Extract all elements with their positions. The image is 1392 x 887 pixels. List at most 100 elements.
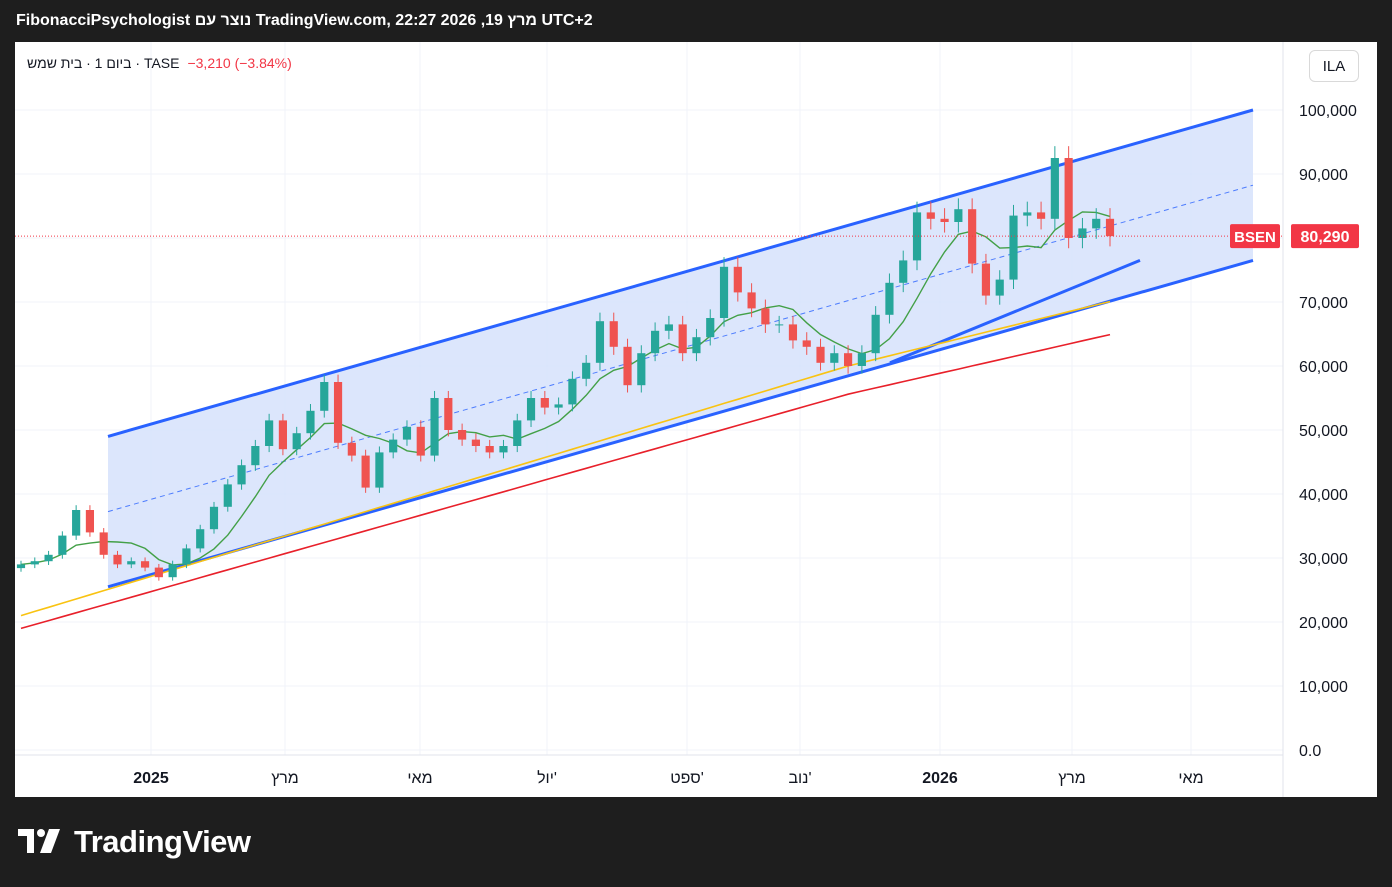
candle-body bbox=[154, 567, 163, 578]
chart-panel[interactable]: 100,00090,00080,00070,00060,00050,00040,… bbox=[15, 42, 1377, 797]
candle-body bbox=[664, 324, 673, 331]
tradingview-brand: TradingView bbox=[74, 824, 251, 859]
candle-body bbox=[1009, 215, 1018, 280]
candle-body bbox=[912, 212, 922, 261]
candle-body bbox=[44, 554, 53, 562]
time-tick-label: מרץ bbox=[271, 770, 299, 787]
chart-title: FibonacciPsychologist נוצר עם TradingVie… bbox=[16, 12, 593, 29]
candle-body bbox=[788, 324, 798, 341]
symbol-tag bbox=[1230, 224, 1280, 249]
candle-body bbox=[761, 308, 770, 325]
candle-body bbox=[168, 564, 177, 578]
candle-body bbox=[981, 263, 991, 296]
candle-body bbox=[499, 446, 508, 453]
candle-body bbox=[830, 353, 839, 363]
price-tick-label: 20,000 bbox=[1299, 615, 1348, 632]
candle-body bbox=[292, 433, 301, 450]
candle-body bbox=[595, 321, 605, 363]
candle-body bbox=[58, 535, 67, 555]
time-tick-label: נוב' bbox=[788, 770, 811, 787]
candle-body bbox=[30, 561, 39, 565]
candle-body bbox=[706, 318, 715, 338]
moving-average-yellow bbox=[20, 300, 1111, 617]
candle-body bbox=[72, 510, 81, 536]
candle-body bbox=[444, 398, 453, 430]
candle-body bbox=[265, 420, 274, 446]
candle-body bbox=[416, 426, 425, 456]
candle-body bbox=[140, 561, 150, 568]
candle-body bbox=[926, 212, 935, 219]
candle-body bbox=[526, 398, 536, 421]
candle-body bbox=[995, 279, 1004, 296]
price-tick-label: 10,000 bbox=[1299, 679, 1348, 696]
moving-average-red bbox=[20, 333, 1111, 630]
price-tick-label: 40,000 bbox=[1299, 487, 1348, 504]
time-tick-label: מאי bbox=[1178, 770, 1203, 787]
last-price-tag bbox=[1291, 224, 1359, 249]
price-tick-label: 90,000 bbox=[1299, 167, 1348, 184]
candle-body bbox=[333, 382, 343, 443]
candle-body bbox=[251, 446, 260, 466]
symbol-tag-label: BSEN bbox=[1234, 229, 1276, 246]
time-tick-label: יול' bbox=[537, 769, 557, 787]
candle-body bbox=[733, 266, 742, 293]
candle-body bbox=[223, 484, 232, 507]
tradingview-logo[interactable]: TradingView bbox=[18, 823, 251, 859]
moving-average-green bbox=[20, 211, 1111, 566]
time-tick-label: 2025 bbox=[133, 770, 169, 787]
candle-body bbox=[430, 398, 439, 456]
candle-body bbox=[1050, 158, 1059, 219]
candle-body bbox=[678, 324, 687, 354]
candle-body bbox=[1036, 212, 1046, 219]
time-tick-label: 2026 bbox=[922, 770, 958, 787]
candle-body bbox=[513, 420, 522, 446]
candle-body bbox=[747, 292, 756, 309]
tradingview-logo-icon bbox=[18, 829, 60, 853]
symbol-legend: ביום 1 · בית שמש · TASE −3,210 (−3.84%) bbox=[27, 55, 292, 71]
candle-body bbox=[609, 321, 618, 347]
candle-body bbox=[237, 465, 246, 485]
candle-body bbox=[1078, 228, 1087, 238]
channel-upper-line bbox=[107, 108, 1254, 438]
price-tick-label: 50,000 bbox=[1299, 423, 1348, 440]
candle-body bbox=[857, 353, 866, 366]
candle-body bbox=[127, 561, 136, 565]
candle-body bbox=[320, 382, 329, 411]
price-tick-label: 70,000 bbox=[1299, 295, 1348, 312]
candle-body bbox=[802, 340, 811, 347]
last-price-tag-label: 80,290 bbox=[1301, 229, 1350, 246]
time-tick-label: מאי bbox=[407, 770, 432, 787]
candle-body bbox=[485, 446, 494, 453]
price-tick-label: 100,000 bbox=[1299, 103, 1357, 120]
time-tick-label: ספט' bbox=[670, 770, 704, 787]
candle-body bbox=[347, 442, 356, 456]
candle-body bbox=[637, 353, 646, 386]
candle-body bbox=[99, 532, 108, 555]
candle-body bbox=[692, 337, 701, 354]
candle-body bbox=[885, 282, 894, 315]
candle-body bbox=[554, 404, 563, 408]
price-chart[interactable]: 100,00090,00080,00070,00060,00050,00040,… bbox=[15, 42, 1377, 797]
candle-body bbox=[940, 218, 949, 222]
candle-body bbox=[278, 420, 287, 450]
candle-body bbox=[651, 330, 660, 354]
candle-body bbox=[954, 209, 963, 222]
price-tick-label: 60,000 bbox=[1299, 359, 1348, 376]
currency-button[interactable]: ILA bbox=[1309, 50, 1359, 82]
top-bar: FibonacciPsychologist נוצר עם TradingVie… bbox=[0, 0, 1392, 42]
candle-body bbox=[471, 439, 480, 446]
candle-body bbox=[16, 564, 26, 569]
symbol-label: ביום 1 · בית שמש · TASE bbox=[27, 55, 180, 71]
candle-body bbox=[568, 378, 577, 405]
candle-body bbox=[775, 324, 784, 326]
candle-body bbox=[196, 529, 205, 549]
candle-body bbox=[182, 548, 191, 565]
candle-body bbox=[209, 506, 219, 530]
candle-body bbox=[816, 346, 825, 363]
candle-body bbox=[582, 362, 591, 379]
candle-body bbox=[389, 439, 398, 453]
candle-body bbox=[85, 510, 95, 533]
candle-body bbox=[375, 452, 384, 488]
change-label: −3,210 (−3.84%) bbox=[187, 55, 292, 71]
candle-body bbox=[899, 260, 908, 283]
